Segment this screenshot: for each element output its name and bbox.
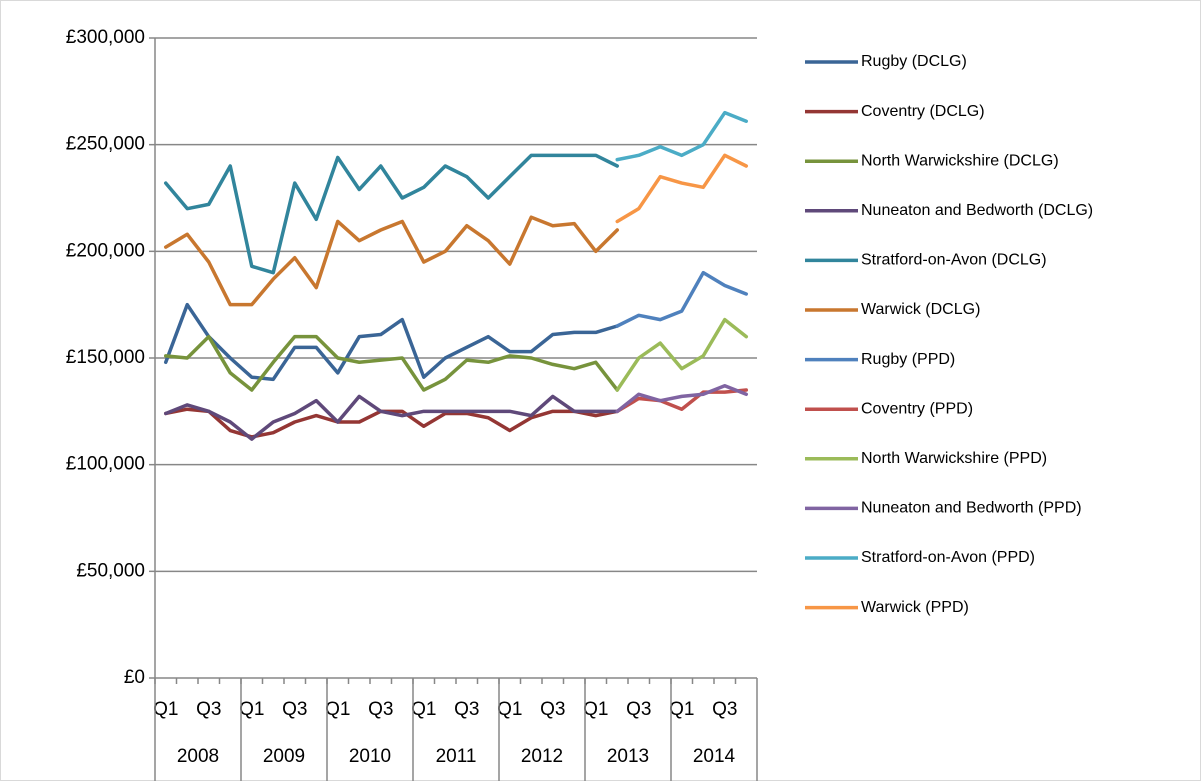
y-tick-label: £200,000 bbox=[66, 240, 145, 261]
series-line bbox=[615, 270, 748, 328]
x-group-label: 2010 bbox=[349, 746, 391, 767]
x-tick-label: Q1 bbox=[325, 699, 350, 720]
x-tick-label: Q3 bbox=[196, 699, 221, 720]
series-line bbox=[615, 383, 748, 414]
x-tick-label: Q1 bbox=[153, 699, 178, 720]
x-tick-label: Q3 bbox=[712, 699, 737, 720]
x-tick-label: Q3 bbox=[282, 699, 307, 720]
x-tick-label: Q1 bbox=[239, 699, 264, 720]
legend-label: Nuneaton and Bedworth (PPD) bbox=[861, 500, 1082, 517]
x-group-label: 2008 bbox=[177, 746, 219, 767]
legend-label: Stratford-on-Avon (PPD) bbox=[861, 549, 1035, 566]
x-tick-label: Q3 bbox=[454, 699, 479, 720]
x-tick-label: Q3 bbox=[626, 699, 651, 720]
legend-label: Stratford-on-Avon (DCLG) bbox=[861, 252, 1047, 269]
x-group-label: 2014 bbox=[693, 746, 736, 767]
legend-label: Rugby (PPD) bbox=[861, 351, 955, 368]
legend-label: North Warwickshire (PPD) bbox=[861, 450, 1047, 467]
series-line bbox=[164, 394, 619, 441]
series-line bbox=[164, 334, 619, 392]
y-tick-label: £150,000 bbox=[66, 347, 145, 368]
legend-label: North Warwickshire (DCLG) bbox=[861, 152, 1059, 169]
series-line bbox=[615, 110, 748, 162]
y-tick-label: £100,000 bbox=[66, 454, 145, 475]
legend-label: Coventry (DCLG) bbox=[861, 103, 985, 120]
legend-label: Warwick (DCLG) bbox=[861, 301, 980, 318]
series-line bbox=[615, 153, 748, 224]
legend-label: Nuneaton and Bedworth (DCLG) bbox=[861, 202, 1093, 219]
series-line bbox=[164, 215, 619, 307]
x-tick-label: Q1 bbox=[669, 699, 694, 720]
x-tick-label: Q3 bbox=[368, 699, 393, 720]
series-line bbox=[615, 388, 748, 414]
x-tick-label: Q1 bbox=[583, 699, 608, 720]
y-tick-label: £250,000 bbox=[66, 134, 145, 155]
legend-label: Rugby (DCLG) bbox=[861, 53, 967, 70]
series-line bbox=[615, 317, 748, 392]
legend-label: Warwick (PPD) bbox=[861, 599, 969, 616]
legend-label: Coventry (PPD) bbox=[861, 400, 973, 417]
x-tick-label: Q1 bbox=[411, 699, 436, 720]
y-tick-label: £50,000 bbox=[76, 560, 145, 581]
series-line bbox=[164, 302, 619, 382]
x-tick-label: Q1 bbox=[497, 699, 522, 720]
y-tick-label: £300,000 bbox=[66, 27, 145, 48]
x-group-label: 2009 bbox=[263, 746, 305, 767]
y-tick-label: £0 bbox=[124, 667, 145, 688]
x-tick-label: Q3 bbox=[540, 699, 565, 720]
x-group-label: 2012 bbox=[521, 746, 563, 767]
x-group-label: 2011 bbox=[436, 746, 477, 767]
series-line bbox=[164, 407, 619, 439]
x-group-label: 2013 bbox=[607, 746, 649, 767]
series-line bbox=[164, 153, 619, 275]
